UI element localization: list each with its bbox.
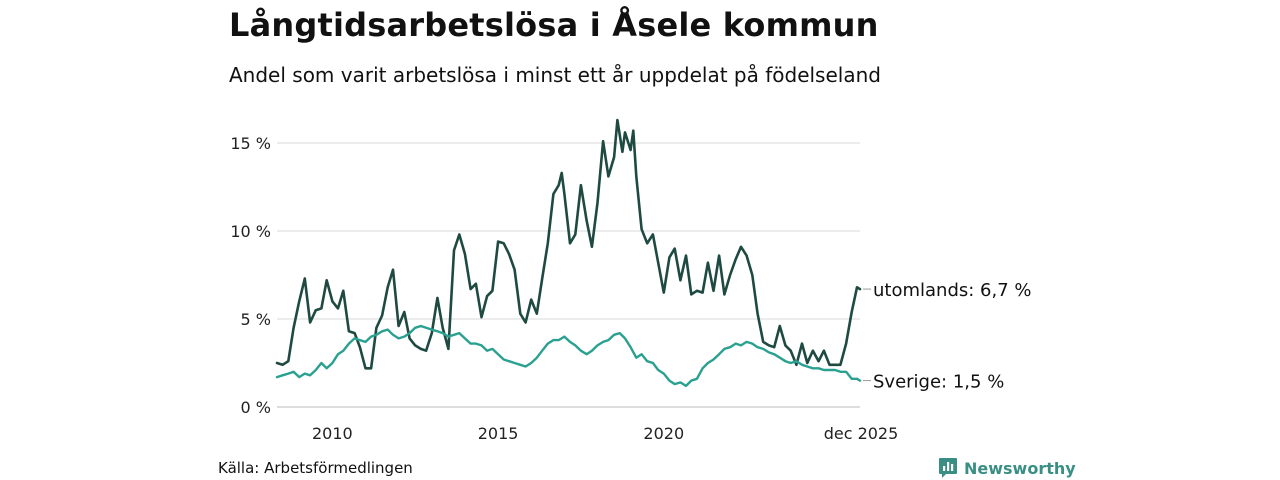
y-tick-label: 5 %	[241, 310, 271, 329]
chart-title: Långtidsarbetslösa i Åsele kommun	[229, 6, 879, 44]
series-line-utomlands	[275, 118, 862, 370]
y-axis-ticks: 0 % 5 % 10 % 15 %	[230, 134, 271, 417]
series-line-sverige	[275, 324, 862, 388]
x-tick-label: dec 2025	[824, 424, 899, 443]
brand-name: Newsworthy	[964, 458, 1076, 478]
x-tick-label: 2015	[478, 424, 519, 443]
y-tick-label: 10 %	[230, 222, 271, 241]
y-tick-label: 15 %	[230, 134, 271, 153]
x-tick-label: 2010	[312, 424, 353, 443]
chart-subtitle: Andel som varit arbetslösa i minst ett å…	[229, 63, 881, 87]
source-note: Källa: Arbetsförmedlingen	[218, 459, 413, 477]
series-end-label: Sverige: 1,5 %	[873, 372, 1004, 393]
x-tick-label: 2020	[643, 424, 684, 443]
y-tick-label: 0 %	[241, 398, 271, 417]
series-end-label: utomlands: 6,7 %	[873, 280, 1032, 301]
series-end-labels: utomlands: 6,7 % Sverige: 1,5 %	[863, 280, 1032, 393]
brand-logo: Newsworthy	[938, 456, 1076, 480]
x-axis-ticks: 2010 2015 2020 dec 2025	[312, 424, 898, 443]
series-lines	[275, 118, 862, 388]
bar-chart-icon	[939, 458, 957, 478]
